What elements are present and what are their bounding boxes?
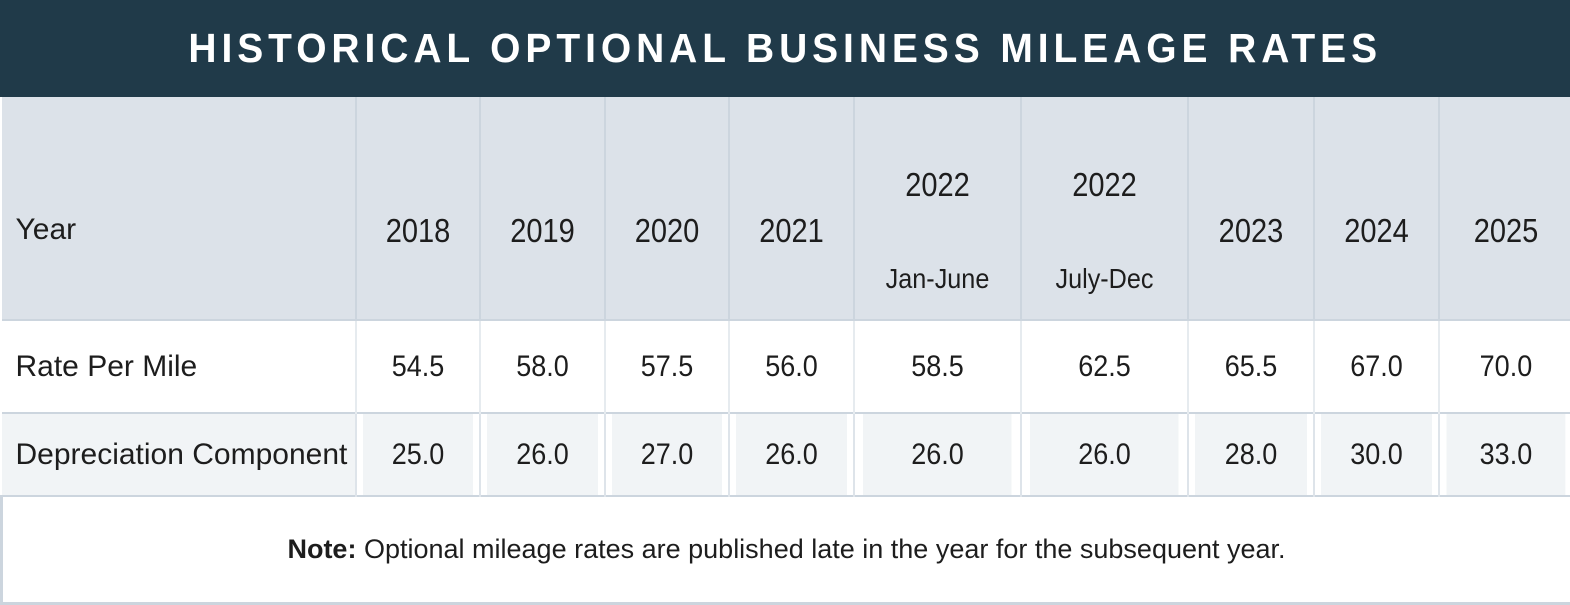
cell-depreciation-2018: 25.0 [361,412,475,496]
header-cell-2020: 2020 [604,97,730,320]
cell-rate-2022-h1: 58.5 [861,319,1014,413]
header-cell-2022-jan-june: 2022 Jan-June [853,97,1022,320]
header-cell-year-label: Year [1,97,357,320]
cell-depreciation-2024: 30.0 [1319,412,1434,496]
rates-table: Year 2018 2019 2020 2 [0,97,1570,605]
header-cell-2024: 2024 [1313,97,1440,320]
note-cell: Note: Optional mileage rates are publish… [0,495,1570,605]
cell-rate-2018: 54.5 [361,319,475,413]
header-cell-2019: 2019 [479,97,606,320]
header-year-2019: 2019 [509,211,575,249]
header-period-2022-h1: Jan-June [885,262,989,294]
header-cell-2025: 2025 [1438,97,1570,320]
cell-rate-2021: 56.0 [734,319,849,413]
cell-rate-2022-h2: 62.5 [1028,319,1181,413]
header-cell-2021: 2021 [728,97,855,320]
header-cell-2023: 2023 [1187,97,1315,320]
table-header-row: Year 2018 2019 2020 2 [1,97,1570,320]
figure-title-bar: Historical Optional Business Mileage Rat… [0,0,1570,97]
note-prefix: Note: [287,533,357,564]
cell-depreciation-2019: 26.0 [485,412,600,496]
header-year-2020: 2020 [634,211,699,249]
cell-depreciation-2022-h2: 26.0 [1028,412,1181,496]
header-year-2021: 2021 [758,211,824,249]
cell-rate-2025: 70.0 [1445,319,1565,413]
cell-rate-2019: 58.0 [485,319,600,413]
header-year-2023: 2023 [1218,211,1283,249]
header-year-2022-h2: 2022 [1071,165,1137,203]
page-title: Historical Optional Business Mileage Rat… [188,25,1382,71]
header-cell-2022-july-dec: 2022 July-Dec [1020,97,1189,320]
cell-depreciation-2023: 28.0 [1193,412,1309,496]
note-spacer [356,534,364,564]
cell-depreciation-2021: 26.0 [734,412,849,496]
header-year-2024: 2024 [1343,211,1409,249]
header-year-2018: 2018 [385,211,450,249]
cell-rate-2020: 57.5 [610,319,724,413]
cell-depreciation-2025: 33.0 [1445,412,1565,496]
note-text: Optional mileage rates are published lat… [363,533,1286,564]
table-row: Depreciation Component 25.0 26.0 27.0 26… [1,412,1570,496]
rates-table-container: Year 2018 2019 2020 2 [0,97,1570,605]
table-note-row: Note: Optional mileage rates are publish… [0,495,1570,605]
header-year-label-text: Year [15,213,77,246]
row-label-depreciation-component: Depreciation Component [1,412,357,496]
cell-depreciation-2020: 27.0 [610,412,724,496]
header-year-2022-h1: 2022 [904,165,970,203]
row-label-rate-per-mile: Rate Per Mile [1,319,357,413]
header-cell-2018: 2018 [355,97,481,320]
cell-rate-2023: 65.5 [1193,319,1309,413]
cell-depreciation-2022-h1: 26.0 [861,412,1014,496]
table-row: Rate Per Mile 54.5 58.0 57.5 56.0 58.5 6… [1,319,1570,413]
header-period-2022-h2: July-Dec [1054,262,1154,294]
cell-rate-2024: 67.0 [1319,319,1434,413]
header-year-2025: 2025 [1473,211,1538,249]
